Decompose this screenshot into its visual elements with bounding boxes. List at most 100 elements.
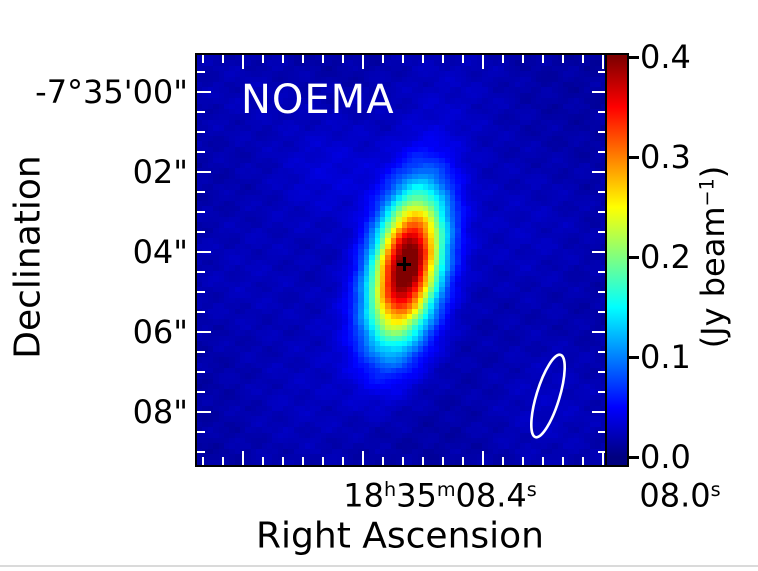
tick-mark [262,55,264,63]
tick-mark [442,457,444,465]
superscript-text: m [436,478,456,501]
x-tick-label: 18h35m08.4s [343,470,537,515]
tick-mark [242,55,244,69]
tick-mark [502,457,504,465]
superscript-text: s [526,478,537,501]
tick-mark [602,451,604,465]
tick-mark [598,271,606,273]
tick-mark [362,55,364,69]
tick-mark [222,55,224,63]
tick-mark [592,251,606,253]
tick-mark [598,431,606,433]
tick-mark [592,171,606,173]
tick-mark [382,457,384,465]
superscript-text: s [710,478,721,501]
tick-mark [362,451,364,465]
tick-mark [462,457,464,465]
tick-mark [197,91,211,93]
tick-mark [202,55,204,63]
tick-mark [522,55,524,63]
tick-mark [602,55,604,69]
tick-mark [598,111,606,113]
tick-mark [197,431,205,433]
tick-mark [197,151,205,153]
tick-mark [582,457,584,465]
tick-mark [197,271,205,273]
tick-mark [592,411,606,413]
tick-mark [197,191,205,193]
tick-mark [197,131,205,133]
tick-mark [197,391,205,393]
tick-mark [197,311,205,313]
tick-mark [282,55,284,63]
tick-mark [522,457,524,465]
tick-mark [422,457,424,465]
tick-mark [598,371,606,373]
map-plot-area: NOEMA [197,55,606,465]
tick-mark [302,55,304,63]
tick-mark [598,211,606,213]
tick-mark [598,71,606,73]
tick-mark [197,211,205,213]
tick-mark [322,457,324,465]
tick-mark [197,111,205,113]
tick-mark [598,391,606,393]
superscript-text: −1 [695,178,719,207]
tick-mark [598,351,606,353]
tick-mark [222,457,224,465]
colorbar-tick-mark [629,456,639,459]
tick-mark [197,171,211,173]
y-tick-label: 02" [132,153,188,191]
tick-mark [242,451,244,465]
tick-mark [502,55,504,63]
tick-mark [342,457,344,465]
tick-mark [197,291,205,293]
label-text: 35 [396,476,437,515]
tick-mark [197,351,205,353]
colorbar-tick-mark [629,256,639,259]
colorbar-tick-mark [629,56,639,59]
instrument-label: NOEMA [241,77,395,123]
colorbar [605,53,629,467]
tick-mark [562,457,564,465]
tick-mark [382,55,384,63]
tick-mark [202,457,204,465]
tick-mark [402,55,404,63]
tick-mark [197,411,211,413]
tick-mark [197,331,211,333]
colorbar-tick-label: 0.2 [640,238,691,276]
tick-mark [197,451,205,453]
label-text: 18 [343,476,384,515]
label-text: ) [694,165,732,179]
colorbar-tick-mark [629,356,639,359]
tick-mark [197,71,205,73]
x-axis-title: Right Ascension [256,515,544,557]
tick-mark [592,91,606,93]
tick-mark [197,231,205,233]
tick-mark [322,55,324,63]
peak-marker-icon [402,257,406,271]
y-tick-label: 06" [132,313,188,351]
tick-mark [342,55,344,63]
colorbar-tick-mark [629,156,639,159]
tick-mark [302,457,304,465]
tick-mark [442,55,444,63]
label-text: 08.0 [639,476,711,515]
page-edge-line [0,565,758,567]
y-tick-label: 08" [132,393,188,431]
superscript-text: h [383,478,397,501]
tick-mark [598,231,606,233]
tick-mark [402,457,404,465]
tick-mark [262,457,264,465]
y-tick-label: -7°35'00" [35,73,188,111]
tick-mark [598,131,606,133]
tick-mark [282,457,284,465]
tick-mark [197,251,211,253]
tick-mark [482,55,484,69]
tick-mark [197,371,205,373]
colorbar-tick-label: 0.4 [640,38,691,76]
x-tick-label: 08.0s [639,470,721,515]
tick-mark [542,55,544,63]
tick-mark [422,55,424,63]
